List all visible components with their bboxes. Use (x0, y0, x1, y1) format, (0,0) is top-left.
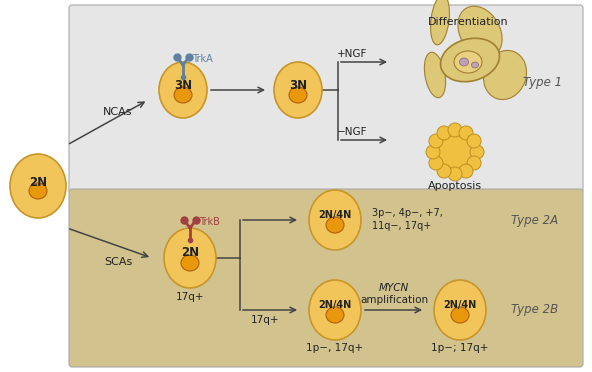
Text: −NGF: −NGF (337, 127, 367, 137)
Ellipse shape (309, 190, 361, 250)
Ellipse shape (434, 280, 486, 340)
Ellipse shape (326, 217, 344, 233)
Text: 3N: 3N (174, 78, 192, 92)
Circle shape (448, 167, 462, 181)
Text: MYCN: MYCN (379, 283, 409, 293)
FancyBboxPatch shape (69, 189, 583, 367)
Circle shape (448, 123, 462, 137)
Text: 2N/4N: 2N/4N (318, 210, 352, 220)
Text: Apoptosis: Apoptosis (428, 181, 482, 191)
Text: NCAs: NCAs (103, 107, 133, 117)
Text: amplification: amplification (360, 295, 428, 305)
Ellipse shape (326, 307, 344, 323)
Circle shape (437, 164, 451, 178)
Ellipse shape (440, 38, 500, 82)
Ellipse shape (459, 58, 468, 66)
Ellipse shape (164, 228, 216, 288)
Ellipse shape (454, 51, 482, 73)
Ellipse shape (424, 52, 446, 98)
Circle shape (438, 135, 472, 169)
Text: 11q−, 17q+: 11q−, 17q+ (372, 221, 431, 231)
Text: Type 2A: Type 2A (511, 214, 558, 227)
Ellipse shape (289, 87, 307, 103)
Ellipse shape (29, 183, 47, 199)
Text: 2N: 2N (29, 176, 47, 189)
Text: Type 2B: Type 2B (511, 304, 558, 317)
Ellipse shape (159, 62, 207, 118)
Text: Type 1: Type 1 (523, 76, 562, 89)
Circle shape (426, 145, 440, 159)
Text: TrkA: TrkA (192, 54, 213, 64)
Text: 1p−; 17q+: 1p−; 17q+ (432, 343, 488, 353)
Text: 2N: 2N (181, 246, 199, 259)
Ellipse shape (10, 154, 66, 218)
Text: 17q+: 17q+ (176, 292, 204, 302)
Text: +NGF: +NGF (337, 49, 367, 59)
Circle shape (429, 156, 443, 170)
Text: SCAs: SCAs (104, 257, 132, 267)
Text: 1p−, 17q+: 1p−, 17q+ (307, 343, 363, 353)
Circle shape (459, 164, 473, 178)
Ellipse shape (458, 6, 502, 58)
Text: 17q+: 17q+ (251, 315, 279, 325)
Text: 2N/4N: 2N/4N (318, 300, 352, 310)
Ellipse shape (174, 87, 192, 103)
Text: TrkB: TrkB (199, 217, 220, 227)
Circle shape (467, 134, 481, 148)
Circle shape (429, 134, 443, 148)
Circle shape (470, 145, 484, 159)
Ellipse shape (451, 307, 469, 323)
Circle shape (437, 126, 451, 140)
Circle shape (467, 156, 481, 170)
Text: 3p−, 4p−, +7,: 3p−, 4p−, +7, (372, 208, 443, 218)
FancyBboxPatch shape (69, 5, 583, 193)
Ellipse shape (484, 51, 526, 100)
Ellipse shape (471, 62, 478, 68)
Text: Differentiation: Differentiation (427, 17, 509, 27)
Ellipse shape (430, 0, 449, 45)
Ellipse shape (181, 255, 199, 271)
Text: 3N: 3N (289, 78, 307, 92)
Ellipse shape (309, 280, 361, 340)
Text: 2N/4N: 2N/4N (443, 300, 477, 310)
Circle shape (459, 126, 473, 140)
Ellipse shape (274, 62, 322, 118)
